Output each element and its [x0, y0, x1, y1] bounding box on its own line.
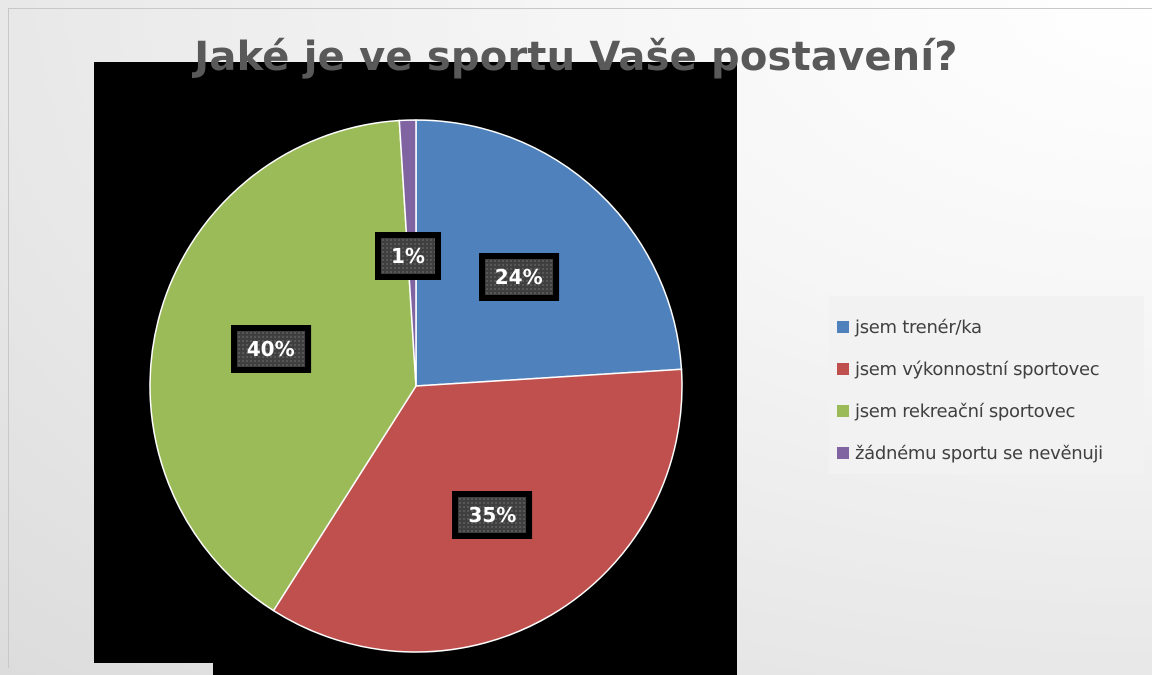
legend-label: jsem rekreační sportovec — [855, 401, 1075, 422]
data-label-1: 24% — [479, 253, 559, 301]
legend-label: jsem výkonnostní sportovec — [855, 359, 1099, 380]
data-label-3: 40% — [231, 325, 311, 373]
legend-item-4: žádnému sportu se nevěnuji — [829, 432, 1144, 474]
legend-swatch — [837, 363, 849, 375]
legend-item-3: jsem rekreační sportovec — [829, 390, 1144, 432]
legend-item-2: jsem výkonnostní sportovec — [829, 348, 1144, 390]
legend-swatch — [837, 405, 849, 417]
chart-title: Jaké je ve sportu Vaše postavení? — [0, 34, 1152, 80]
legend-swatch — [837, 321, 849, 333]
legend-label: žádnému sportu se nevěnuji — [855, 443, 1103, 464]
legend-label: jsem trenér/ka — [855, 317, 982, 338]
data-label-4: 1% — [375, 232, 441, 280]
legend-item-1: jsem trenér/ka — [829, 306, 1144, 348]
legend: jsem trenér/ka jsem výkonnostní sportovec… — [829, 296, 1144, 474]
legend-swatch — [837, 447, 849, 459]
data-label-2: 35% — [452, 491, 532, 539]
